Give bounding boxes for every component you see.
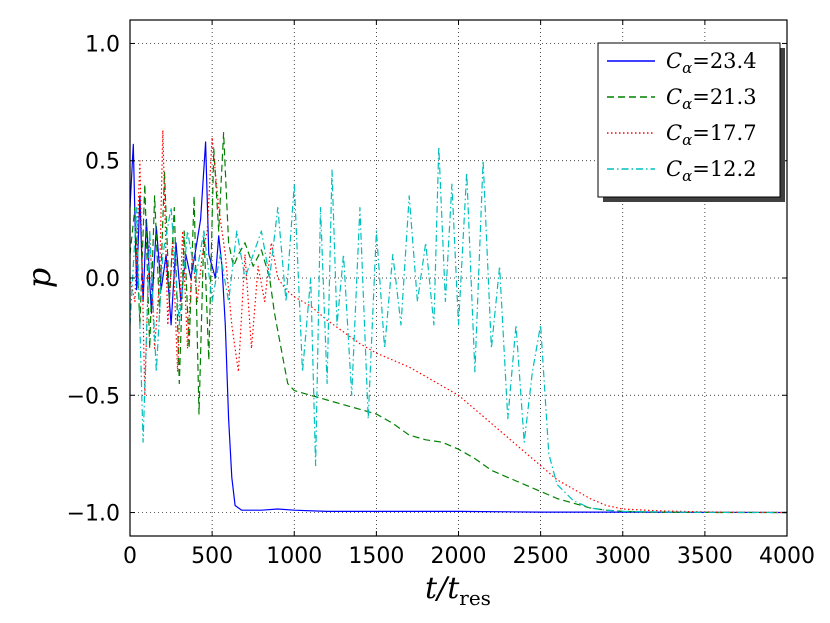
y-tick-label: −1.0: [67, 502, 120, 527]
y-tick-label: 0.5: [85, 150, 120, 175]
x-tick-label: 3500: [677, 544, 733, 569]
series-line-1: [129, 141, 788, 514]
legend-label-2: Cα=21.3: [666, 85, 757, 113]
y-axis-label: p: [20, 268, 58, 288]
series-line-2: [129, 132, 787, 514]
series-line-4: [129, 146, 788, 514]
x-tick-label: 2000: [431, 544, 487, 569]
x-axis-label-sub: res: [459, 586, 491, 610]
legend: Cα=23.4 Cα=21.3 Cα=17.7 Cα=12.2: [597, 42, 785, 202]
x-tick-label: 500: [191, 544, 233, 569]
legend-items: Cα=23.4 Cα=21.3 Cα=17.7 Cα=12.2: [607, 49, 757, 185]
x-tick-label: 1000: [266, 544, 322, 569]
x-tick-label: 3000: [595, 544, 651, 569]
x-axis-label-main: t/t: [425, 571, 460, 606]
series-layer: [129, 129, 788, 514]
x-tick-label: 2500: [513, 544, 569, 569]
legend-label-3: Cα=17.7: [666, 121, 757, 149]
y-tick-label: 0.0: [85, 267, 120, 292]
x-tick-label: 1500: [348, 544, 404, 569]
x-tick-label: 4000: [759, 544, 815, 569]
x-tick-label: 0: [123, 544, 137, 569]
series-line-3: [129, 129, 788, 514]
x-axis-label: t/tres: [425, 571, 491, 610]
legend-box: [597, 42, 781, 198]
y-tick-label: 1.0: [85, 32, 120, 57]
legend-label-1: Cα=23.4: [666, 49, 757, 77]
y-tick-label: −0.5: [67, 384, 120, 409]
axis-ticks: 0 500 1000 1500 2000 2500 3000 3500 4000 1.0 0.5 0.…: [67, 20, 815, 569]
legend-label-4: Cα=12.2: [666, 157, 757, 185]
